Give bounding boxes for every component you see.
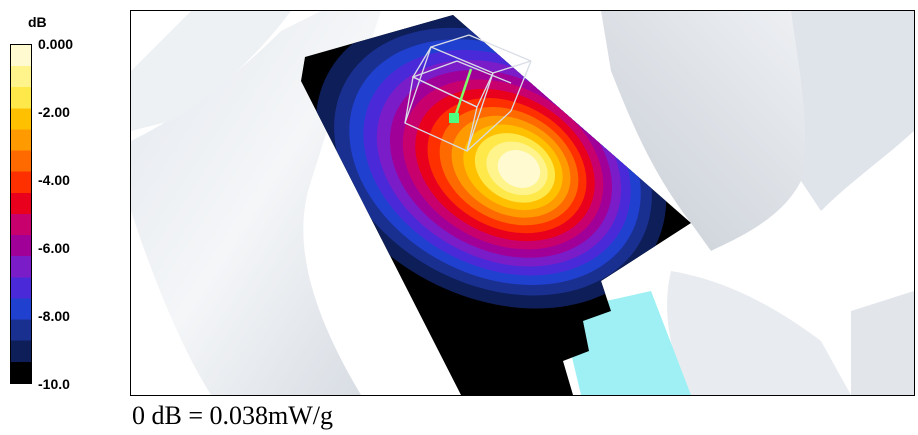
colorbar-tick-label: -6.00: [38, 240, 70, 256]
contour-band: [497, 150, 541, 188]
probe-axis: [449, 68, 473, 123]
colorbar-tick-label: -2.00: [38, 104, 70, 120]
colorbar: [10, 44, 32, 384]
phantom-surface: [131, 11, 914, 395]
colorbar-tick-label: -8.00: [38, 308, 70, 324]
plot-area[interactable]: [130, 10, 915, 396]
colorbar-tick-label: 0.000: [38, 36, 74, 52]
colorbar-tick-label: -4.00: [38, 172, 70, 188]
colorbar-tick-label: -10.0: [38, 376, 70, 392]
probe-wireframe: [404, 34, 532, 152]
field-visualization: [131, 11, 914, 395]
reference-caption: 0 dB = 0.038mW/g: [132, 401, 333, 430]
colorbar-unit-label: dB: [28, 14, 47, 30]
